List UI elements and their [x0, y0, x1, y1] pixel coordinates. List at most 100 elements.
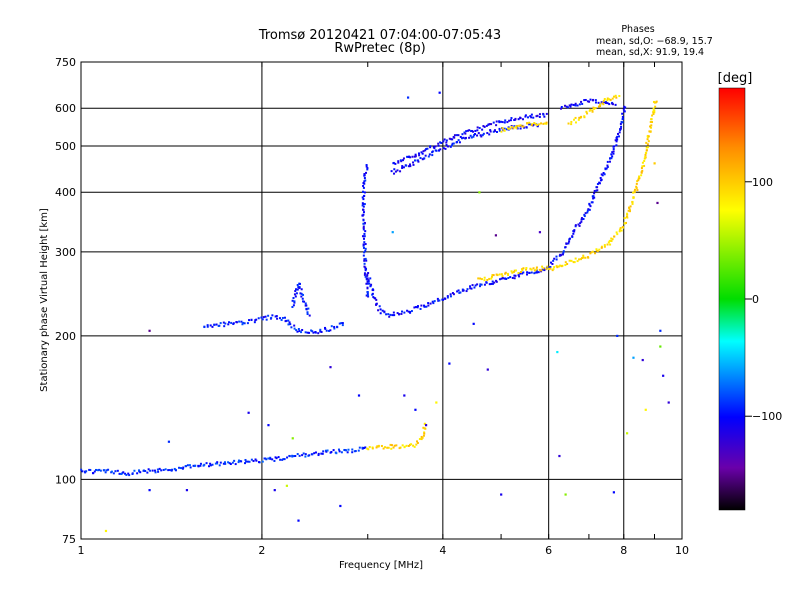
trace-point — [477, 132, 480, 135]
trace-point — [631, 202, 634, 205]
trace-point — [213, 323, 216, 326]
trace-point — [483, 279, 486, 282]
trace-point — [419, 307, 422, 310]
trace-point — [361, 235, 364, 238]
trace-point — [250, 318, 253, 321]
trace-point — [453, 134, 456, 137]
trace-point — [605, 100, 608, 103]
trace-point — [604, 101, 607, 104]
trace-point — [372, 296, 375, 299]
trace-point — [612, 152, 615, 155]
trace-point — [472, 130, 475, 133]
trace-point — [555, 255, 558, 258]
trace-point — [341, 324, 344, 327]
trace-point — [614, 139, 617, 142]
trace-point — [620, 120, 623, 123]
trace-point — [383, 446, 386, 449]
trace-point — [615, 96, 618, 99]
trace-point — [154, 471, 157, 474]
trace-point — [623, 105, 626, 108]
trace-point — [363, 221, 366, 224]
trace-point — [498, 127, 501, 130]
trace-point — [98, 468, 101, 471]
trace-point — [364, 275, 367, 278]
trace-point — [514, 125, 517, 128]
trace-point — [363, 191, 366, 194]
trace-point — [529, 267, 532, 270]
trace-point — [376, 445, 379, 448]
trace-point — [451, 138, 454, 141]
trace-point — [543, 115, 546, 118]
trace-point — [509, 119, 512, 122]
y-tick-label: 200 — [55, 330, 76, 343]
trace-point — [387, 446, 390, 449]
trace-point — [296, 330, 299, 333]
trace-point — [300, 288, 303, 291]
trace-point — [300, 292, 303, 295]
trace-point — [343, 448, 346, 451]
trace-point — [590, 201, 593, 204]
trace-point — [491, 274, 494, 277]
trace-point — [627, 209, 630, 212]
trace-point — [545, 268, 548, 271]
trace-point — [628, 210, 631, 213]
trace-point — [244, 458, 247, 461]
trace-point — [367, 280, 370, 283]
trace-point — [240, 320, 243, 323]
trace-point — [224, 322, 227, 325]
trace-point — [211, 463, 214, 466]
trace-point — [638, 175, 641, 178]
trace-point — [576, 260, 579, 263]
trace-point — [271, 314, 274, 317]
trace-point — [646, 138, 649, 141]
trace-point — [379, 312, 382, 315]
trace-point — [287, 323, 290, 326]
trace-point — [591, 250, 594, 253]
data-points — [80, 91, 670, 533]
trace-point — [118, 472, 121, 475]
trace-point — [541, 265, 544, 268]
trace-point — [469, 134, 472, 137]
trace-point — [211, 325, 214, 328]
trace-point — [351, 451, 354, 454]
trace-point — [538, 268, 541, 271]
trace-point — [582, 218, 585, 221]
trace-point — [617, 132, 620, 135]
trace-point — [445, 144, 448, 147]
trace-point — [401, 444, 404, 447]
trace-point — [410, 443, 413, 446]
trace-point — [536, 271, 539, 274]
trace-point — [313, 452, 316, 455]
trace-point — [568, 104, 571, 107]
trace-point — [519, 116, 522, 119]
trace-point — [608, 239, 611, 242]
trace-point — [439, 141, 442, 144]
trace-point — [485, 281, 488, 284]
trace-point — [171, 468, 174, 471]
trace-point — [515, 127, 518, 130]
trace-point — [500, 120, 503, 123]
trace-point — [188, 464, 191, 467]
trace-point — [551, 262, 554, 265]
trace-point — [295, 288, 298, 291]
trace-point — [363, 177, 366, 180]
trace-point — [644, 153, 647, 156]
trace-point — [377, 444, 380, 447]
trace-point — [552, 259, 555, 262]
trace-point — [465, 290, 468, 293]
trace-point — [366, 168, 369, 171]
trace-point — [532, 267, 535, 270]
scatter-point — [632, 356, 635, 359]
trace-point — [362, 195, 365, 198]
trace-point — [207, 465, 210, 468]
trace-point — [635, 185, 638, 188]
trace-point — [504, 119, 507, 122]
trace-point — [244, 462, 247, 465]
trace-point — [361, 214, 364, 217]
scatter-point — [247, 411, 250, 414]
trace-point — [365, 259, 368, 262]
trace-point — [501, 275, 504, 278]
trace-point — [406, 309, 409, 312]
trace-point — [583, 99, 586, 102]
trace-point — [427, 302, 430, 305]
